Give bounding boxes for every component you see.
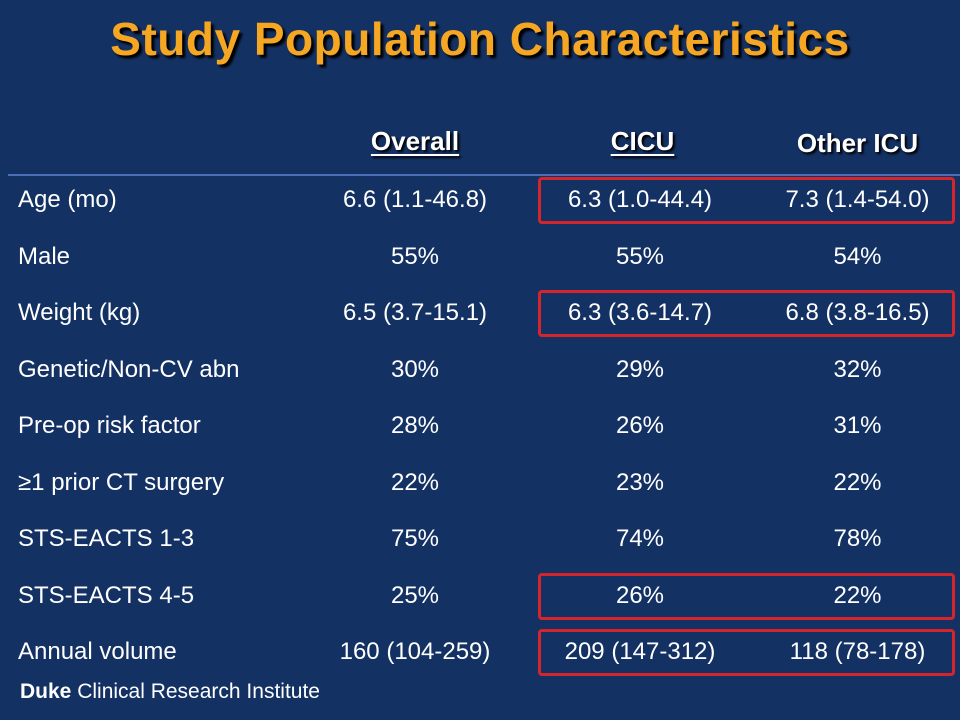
- table-row: Pre-op risk factor 28% 26% 31%: [0, 403, 960, 459]
- highlight-box: [538, 572, 955, 620]
- highlight-box: [538, 629, 955, 676]
- cell-overall: 160 (104-259): [339, 638, 491, 665]
- cell-overall: 55%: [390, 242, 440, 270]
- table-row: Male 55% 55% 54%: [0, 234, 960, 290]
- column-header-overall: Overall: [370, 126, 460, 156]
- cell-other-icu: 22%: [833, 468, 882, 496]
- cell-other-icu: 7.3 (1.4-54.0): [785, 186, 930, 213]
- table-row: Age (mo) 6.6 (1.1-46.8) 6.3 (1.0-44.4) 7.3 …: [0, 177, 960, 233]
- table-row: Genetic/Non-CV abn 30% 29% 32%: [0, 347, 960, 403]
- row-label: Annual volume: [18, 638, 177, 665]
- table-header: Overall CICU Other ICU: [0, 122, 960, 172]
- cell-cicu: 23%: [615, 468, 665, 496]
- cell-cicu: 6.3 (1.0-44.4): [567, 186, 713, 213]
- table-row: STS-EACTS 1-3 75% 74% 78%: [0, 516, 960, 572]
- highlight-box: [538, 177, 955, 224]
- cell-cicu: 26%: [615, 581, 665, 609]
- table-row: STS-EACTS 4-5 25% 26% 22%: [0, 573, 960, 629]
- page-title: Study Population Characteristics: [110, 13, 850, 65]
- table-row: ≥1 prior CT surgery 22% 23% 22%: [0, 460, 960, 516]
- cell-overall: 25%: [390, 581, 440, 609]
- cell-overall: 75%: [390, 525, 440, 552]
- cell-other-icu: 32%: [833, 355, 882, 383]
- table-row: Annual volume 160 (104-259) 209 (147-312) 1…: [0, 629, 960, 685]
- cell-other-icu: 118 (78-178): [789, 638, 926, 665]
- row-label: Weight (kg): [18, 299, 141, 326]
- row-label: Pre-op risk factor: [18, 412, 201, 439]
- row-label: Male: [18, 242, 71, 270]
- row-label: Genetic/Non-CV abn: [18, 355, 240, 383]
- cell-cicu: 26%: [615, 412, 665, 439]
- cell-cicu: 55%: [615, 242, 665, 270]
- row-label: STS-EACTS 1-3: [18, 525, 195, 552]
- cell-overall: 6.6 (1.1-46.8): [342, 186, 488, 213]
- cell-other-icu: 54%: [833, 242, 882, 270]
- cell-cicu: 29%: [615, 355, 665, 383]
- table-row: Weight (kg) 6.5 (3.7-15.1) 6.3 (3.6-14.7) 6…: [0, 290, 960, 346]
- cell-other-icu: 78%: [833, 525, 882, 552]
- cell-overall: 30%: [390, 355, 440, 383]
- highlight-box: [538, 290, 955, 337]
- column-header-cicu: CICU: [610, 126, 675, 156]
- header-divider: [8, 174, 960, 176]
- footer-logo: Duke Clinical Research Institute: [20, 680, 320, 704]
- cell-overall: 28%: [390, 412, 440, 439]
- column-header-other-icu: Other ICU: [796, 128, 919, 158]
- footer-logo-bold: Duke: [20, 680, 72, 703]
- footer-logo-rest: Clinical Research Institute: [71, 680, 320, 703]
- cell-overall: 6.5 (3.7-15.1): [342, 299, 488, 326]
- row-label: ≥1 prior CT surgery: [18, 468, 225, 496]
- cell-cicu: 209 (147-312): [564, 638, 716, 665]
- cell-other-icu: 22%: [833, 581, 882, 609]
- row-label: STS-EACTS 4-5: [18, 581, 195, 609]
- cell-cicu: 74%: [615, 525, 665, 552]
- row-label: Age (mo): [18, 186, 117, 213]
- cell-overall: 22%: [390, 468, 440, 496]
- cell-other-icu: 31%: [833, 412, 882, 439]
- cell-other-icu: 6.8 (3.8-16.5): [785, 299, 930, 326]
- cell-cicu: 6.3 (3.6-14.7): [567, 299, 713, 326]
